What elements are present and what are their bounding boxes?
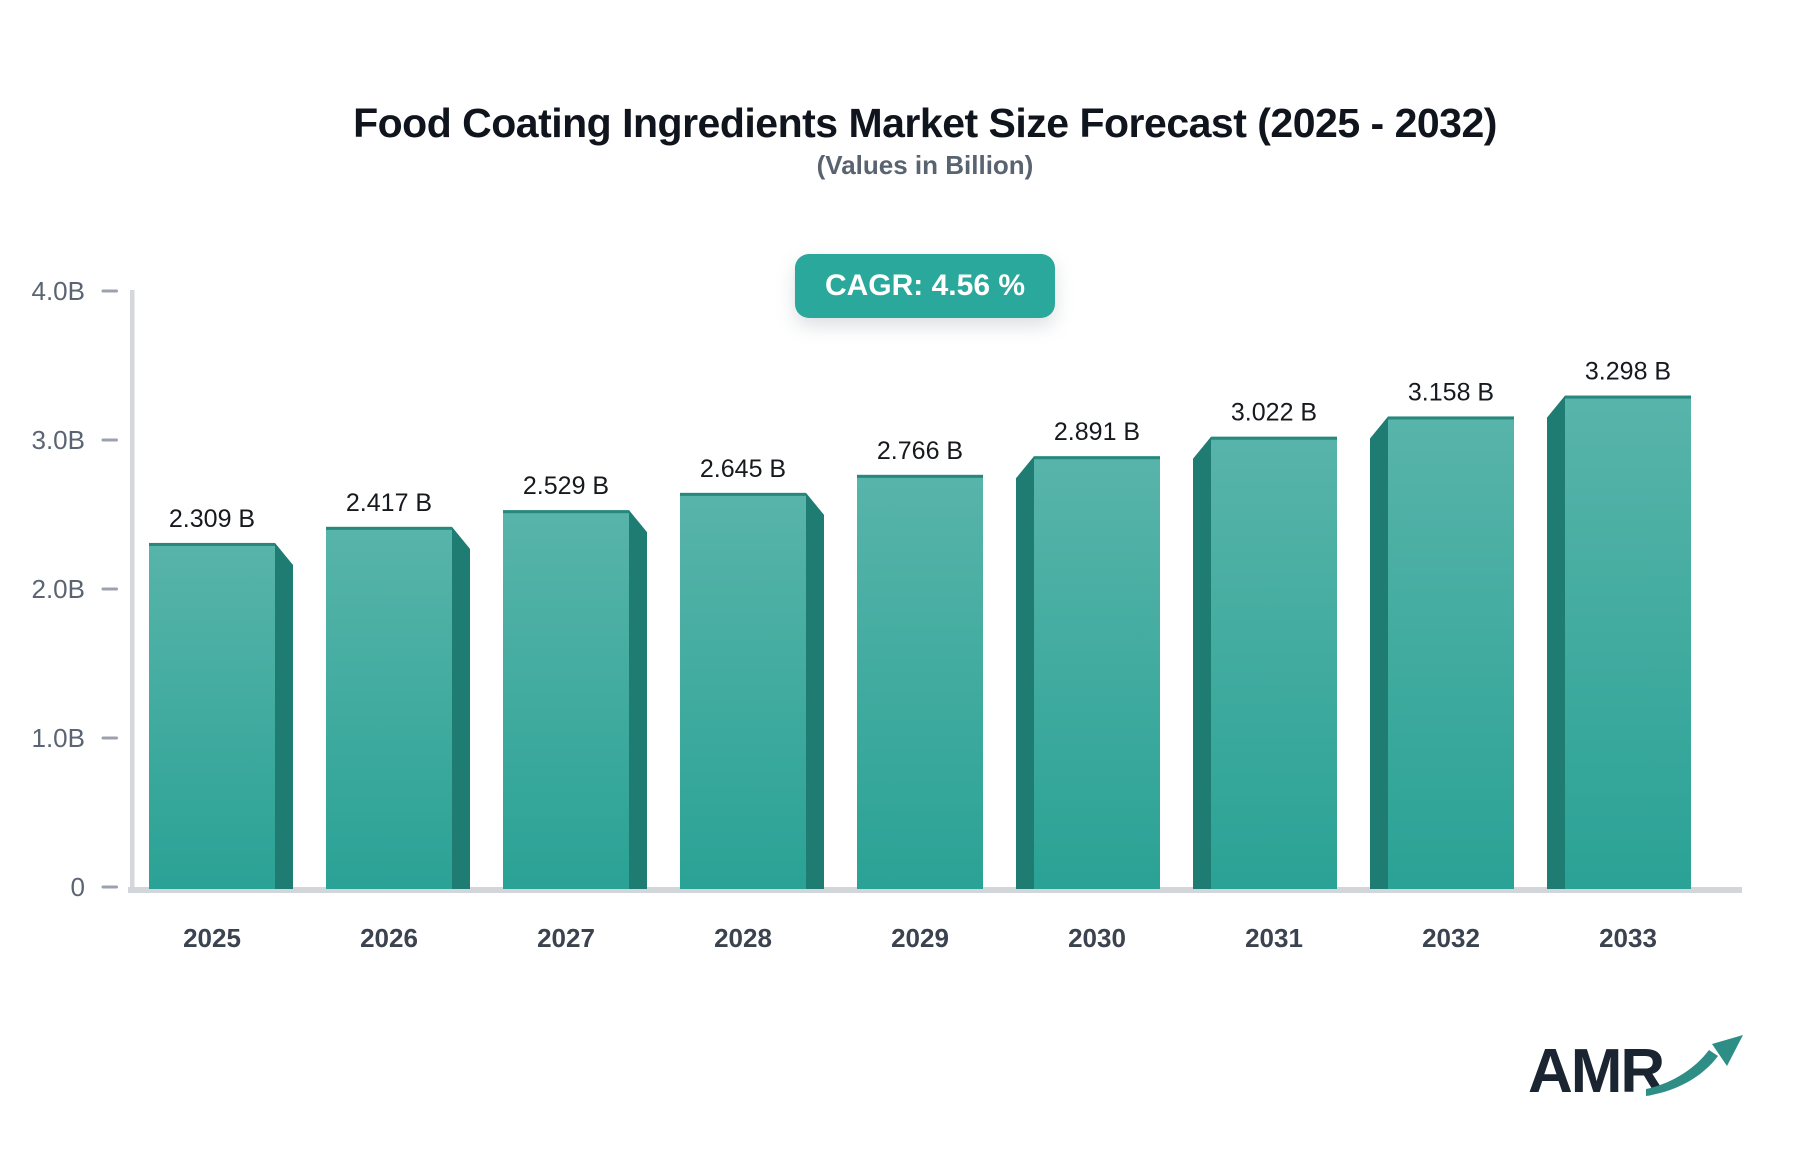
bar-side [1547, 395, 1565, 889]
y-tick-label: 0 [71, 872, 85, 902]
bar-2025 [149, 542, 275, 889]
chart-subtitle: (Values in Billion) [816, 150, 1034, 180]
amr-logo-text: AMR [1528, 1037, 1665, 1106]
bar-top-edge [149, 542, 275, 546]
bar-side [275, 542, 293, 889]
x-tick-label: 2032 [1422, 923, 1480, 953]
bar-side [629, 510, 647, 889]
x-tick-label: 2030 [1068, 923, 1126, 953]
growth-arrow-icon [1646, 1035, 1743, 1096]
bar-2026 [326, 526, 452, 889]
bar-value-label: 2.309 B [169, 505, 255, 533]
y-tick-label: 1.0B [32, 723, 86, 753]
y-tick-mark [101, 587, 118, 591]
bar-side [1016, 456, 1034, 889]
x-tick-label: 2033 [1599, 923, 1657, 953]
y-tick-label: 3.0B [32, 425, 86, 455]
bar-side [806, 492, 824, 889]
x-tick-label: 2025 [183, 923, 241, 953]
x-tick-label: 2027 [537, 923, 595, 953]
bar-value-label: 2.766 B [877, 437, 963, 465]
bar-top-edge [1565, 395, 1691, 399]
x-tick-label: 2028 [714, 923, 772, 953]
bar-side [1193, 436, 1211, 889]
bar-value-label: 3.158 B [1408, 378, 1494, 406]
bar-value-label: 2.645 B [700, 455, 786, 483]
bar-2030 [1034, 456, 1160, 889]
y-tick-label: 4.0B [32, 276, 86, 306]
y-tick-mark [101, 885, 118, 889]
bar-2032 [1388, 416, 1514, 889]
bar-top-edge [1034, 456, 1160, 460]
amr-logo: AMR [1528, 1030, 1743, 1120]
x-tick-label: 2029 [891, 923, 949, 953]
cagr-badge: CAGR: 4.56 % [794, 254, 1056, 318]
x-tick-label: 2026 [360, 923, 418, 953]
y-tick-mark [101, 438, 118, 442]
bar-top-edge [857, 474, 983, 478]
y-tick-mark [101, 289, 118, 293]
bar-value-label: 3.022 B [1231, 399, 1317, 427]
bar-2028 [680, 492, 806, 889]
bar-side [452, 526, 470, 889]
x-axis-line [128, 887, 1742, 893]
bar-top-edge [326, 526, 452, 530]
y-axis-line [130, 290, 135, 891]
bar-value-label: 2.529 B [523, 472, 609, 500]
bar-top-edge [680, 492, 806, 496]
bar-top-edge [503, 510, 629, 514]
bar-2031 [1211, 436, 1337, 889]
y-tick-mark [101, 736, 118, 740]
y-tick-label: 2.0B [32, 574, 86, 604]
x-tick-label: 2031 [1245, 923, 1303, 953]
bar-value-label: 3.298 B [1585, 358, 1671, 386]
bar-2029 [857, 474, 983, 889]
page-title: Food Coating Ingredients Market Size For… [353, 100, 1497, 146]
bar-value-label: 2.417 B [346, 489, 432, 517]
bar-side [1370, 416, 1388, 889]
bar-2027 [503, 510, 629, 889]
bar-top-edge [1388, 416, 1514, 420]
bar-top-edge [1211, 436, 1337, 440]
bar-2033 [1565, 395, 1691, 889]
bar-value-label: 2.891 B [1054, 418, 1140, 446]
